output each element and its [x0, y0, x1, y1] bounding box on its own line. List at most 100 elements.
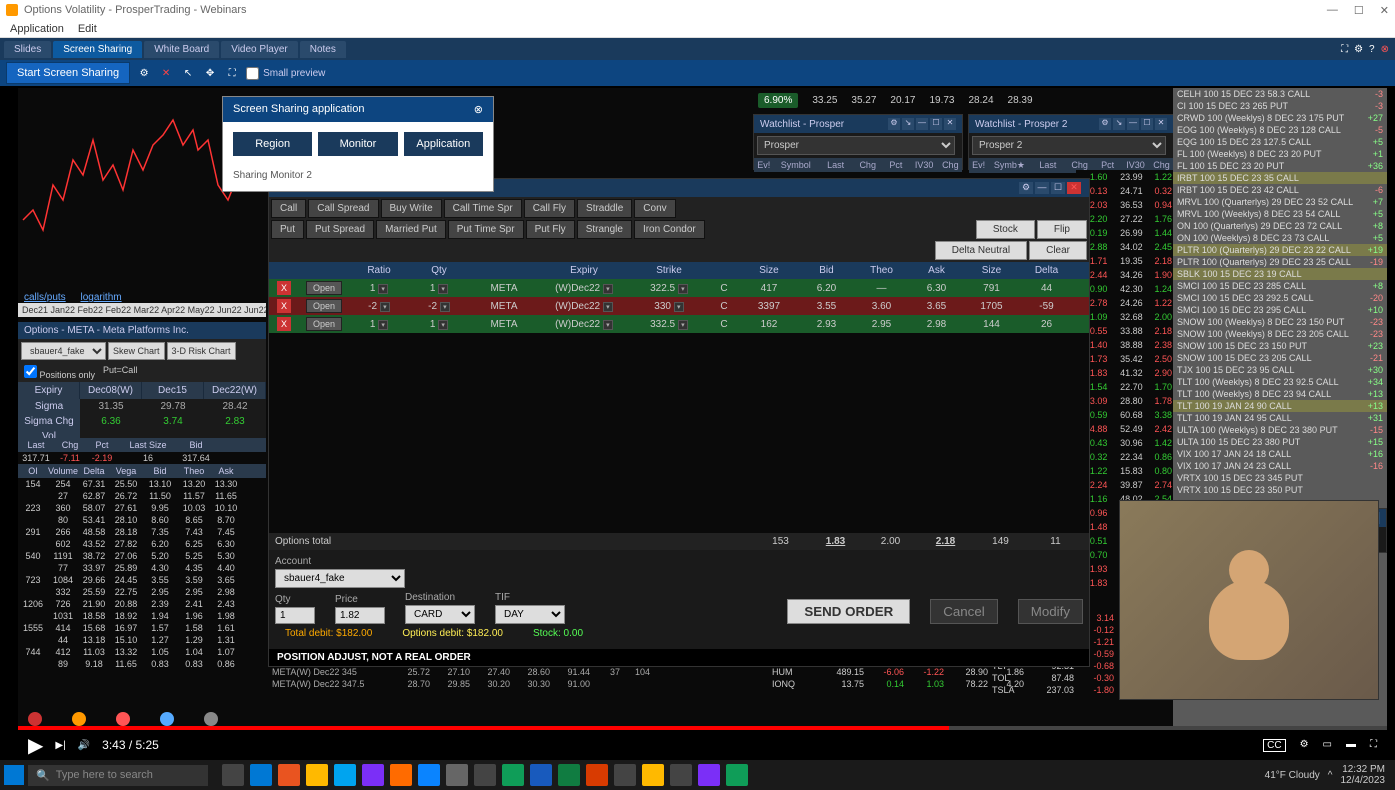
chain-row[interactable]: 77 33.9725.89 4.304.35 4.40: [18, 562, 266, 574]
skew-chart-button[interactable]: Skew Chart: [108, 342, 165, 360]
search-box[interactable]: 🔍 Type here to search: [28, 765, 208, 786]
option-contract-row[interactable]: FL 100 (Weeklys) 8 DEC 23 20 PUT+1: [1173, 148, 1387, 160]
option-contract-row[interactable]: ON 100 (Weeklys) 8 DEC 23 73 CALL+5: [1173, 232, 1387, 244]
positions-only-checkbox[interactable]: Positions only: [24, 365, 95, 380]
option-contract-row[interactable]: EOG 100 (Weeklys) 8 DEC 23 128 CALL-5: [1173, 124, 1387, 136]
chain-row[interactable]: META(W) Dec22 347.5 28.7029.85 30.2030.3…: [266, 678, 766, 690]
data-row[interactable]: 1.54 22.70 1.70: [1076, 380, 1176, 394]
taskbar-app-icon[interactable]: [474, 764, 496, 786]
taskbar-app-icon[interactable]: [530, 764, 552, 786]
stop-icon[interactable]: ✕: [158, 65, 174, 81]
chain-row[interactable]: 7231084 29.6624.45 3.553.59 3.65: [18, 574, 266, 586]
close-red-icon[interactable]: ⊗: [1381, 44, 1389, 55]
taskbar-app-icon[interactable]: [278, 764, 300, 786]
menu-edit[interactable]: Edit: [78, 23, 97, 35]
gear-icon[interactable]: ⚙: [1354, 44, 1363, 55]
chain-row[interactable]: 44 13.1815.10 1.271.29 1.31: [18, 634, 266, 646]
data-row[interactable]: 0.59 60.68 3.38: [1076, 408, 1176, 422]
option-contract-row[interactable]: MRVL 100 (Weeklys) 8 DEC 23 54 CALL+5: [1173, 208, 1387, 220]
option-contract-row[interactable]: SMCI 100 15 DEC 23 292.5 CALL-20: [1173, 292, 1387, 304]
option-contract-row[interactable]: TLT 100 19 JAN 24 90 CALL+13: [1173, 400, 1387, 412]
option-contract-row[interactable]: VIX 100 17 JAN 24 23 CALL-16: [1173, 460, 1387, 472]
taskbar-app-icon[interactable]: [446, 764, 468, 786]
watchlist-select[interactable]: Prosper 2: [972, 136, 1166, 155]
dialog-close-icon[interactable]: ⊗: [474, 103, 483, 116]
settings-icon[interactable]: ⚙: [1300, 739, 1309, 752]
small-preview-checkbox[interactable]: Small preview: [246, 67, 325, 80]
data-row[interactable]: -1.40 38.88 2.38: [1076, 338, 1176, 352]
option-contract-row[interactable]: SNOW 100 15 DEC 23 205 CALL-21: [1173, 352, 1387, 364]
data-row[interactable]: -3.09 28.80 1.78: [1076, 394, 1176, 408]
data-row[interactable]: 2.20 27.22 1.76: [1076, 212, 1176, 226]
strategy-button[interactable]: Call Spread: [308, 199, 378, 218]
option-contract-row[interactable]: VIX 100 17 JAN 24 18 CALL+16: [1173, 448, 1387, 460]
chain-row[interactable]: 1031 18.5818.92 1.941.96 1.98: [18, 610, 266, 622]
miniplayer-icon[interactable]: ▭: [1323, 739, 1332, 752]
strategy-button[interactable]: Put Spread: [306, 220, 374, 239]
option-contract-row[interactable]: EQG 100 15 DEC 23 127.5 CALL+5: [1173, 136, 1387, 148]
fullscreen-icon[interactable]: ⛶: [1370, 739, 1377, 752]
ot-min-icon[interactable]: —: [1035, 182, 1049, 194]
option-contract-row[interactable]: CELH 100 15 DEC 23 58.3 CALL-3: [1173, 88, 1387, 100]
start-button[interactable]: [4, 765, 24, 785]
risk-chart-button[interactable]: 3-D Risk Chart: [167, 342, 236, 360]
play-button[interactable]: ▶: [28, 733, 43, 758]
strategy-button[interactable]: Strangle: [577, 220, 632, 239]
data-row[interactable]: -2.44 34.26 1.90: [1076, 268, 1176, 282]
taskbar-app-icon[interactable]: [698, 764, 720, 786]
option-contract-row[interactable]: ON 100 (Quarterlys) 29 DEC 23 72 CALL+8: [1173, 220, 1387, 232]
hand-icon[interactable]: [72, 712, 86, 726]
option-contract-row[interactable]: ULTA 100 (Weeklys) 8 DEC 23 380 PUT-15: [1173, 424, 1387, 436]
chain-row[interactable]: 154254 67.3125.50 13.1013.20 13.30: [18, 478, 266, 490]
taskbar-app-icon[interactable]: [390, 764, 412, 786]
data-row[interactable]: 1.09 32.68 2.00: [1076, 310, 1176, 324]
option-contract-row[interactable]: SMCI 100 15 DEC 23 285 CALL+8: [1173, 280, 1387, 292]
ot-max-icon[interactable]: ☐: [1051, 182, 1065, 194]
tab-slides[interactable]: Slides: [4, 41, 51, 58]
taskbar-app-icon[interactable]: [306, 764, 328, 786]
data-row[interactable]: 0.19 26.99 1.44: [1076, 226, 1176, 240]
gear-icon[interactable]: ⚙: [136, 65, 152, 81]
strategy-button[interactable]: Iron Condor: [634, 220, 705, 239]
account-select[interactable]: sbauer4_fake: [275, 569, 405, 588]
share-monitor-button[interactable]: Monitor: [318, 132, 397, 156]
chain-row[interactable]: 291266 48.5828.18 7.357.43 7.45: [18, 526, 266, 538]
strategy-button[interactable]: Call Time Spr: [444, 199, 522, 218]
taskbar-app-icon[interactable]: [502, 764, 524, 786]
volume-icon[interactable]: 🔊: [78, 740, 90, 751]
watchlist-select[interactable]: Prosper: [757, 136, 955, 155]
data-row[interactable]: 2.88 34.02 2.45: [1076, 240, 1176, 254]
option-contract-row[interactable]: TLT 100 (Weeklys) 8 DEC 23 92.5 CALL+34: [1173, 376, 1387, 388]
option-contract-row[interactable]: TLT 100 (Weeklys) 8 DEC 23 94 CALL+13: [1173, 388, 1387, 400]
chain-row[interactable]: 744412 11.0313.32 1.051.04 1.07: [18, 646, 266, 658]
tab-screen-sharing[interactable]: Screen Sharing: [53, 41, 142, 58]
weather[interactable]: 41°F Cloudy: [1265, 770, 1320, 781]
option-contract-row[interactable]: VRTX 100 15 DEC 23 350 PUT: [1173, 484, 1387, 496]
expiry-col[interactable]: Dec08(W): [80, 382, 142, 399]
strategy-button[interactable]: Put Fly: [526, 220, 575, 239]
ot-tool-icon[interactable]: ⚙: [1019, 182, 1033, 194]
tab-video[interactable]: Video Player: [221, 41, 298, 58]
expiry-col[interactable]: Dec22(W): [204, 382, 266, 399]
tab-whiteboard[interactable]: White Board: [144, 41, 219, 58]
option-contract-row[interactable]: MRVL 100 (Quarterlys) 29 DEC 23 52 CALL+…: [1173, 196, 1387, 208]
order-leg[interactable]: X Open -2 ▾ -2 ▾ META (W)Dec22 ▾ 330 ▾ C…: [269, 297, 1089, 315]
chain-row[interactable]: 1206726 21.9020.88 2.392.41 2.43: [18, 598, 266, 610]
tab-notes[interactable]: Notes: [300, 41, 346, 58]
chain-row[interactable]: 89 9.1811.65 0.830.83 0.86: [18, 658, 266, 670]
taskbar-app-icon[interactable]: [418, 764, 440, 786]
option-contract-row[interactable]: IRBT 100 15 DEC 23 35 CALL: [1173, 172, 1387, 184]
stock-button[interactable]: Stock: [976, 220, 1035, 239]
option-contract-row[interactable]: IRBT 100 15 DEC 23 42 CALL-6: [1173, 184, 1387, 196]
chain-row[interactable]: 602 43.5227.82 6.206.25 6.30: [18, 538, 266, 550]
delta-neutral-button[interactable]: Delta Neutral: [935, 241, 1027, 260]
data-row[interactable]: 1.60 23.99 1.22: [1076, 170, 1176, 184]
expiry-col[interactable]: Dec15: [142, 382, 204, 399]
account-select[interactable]: sbauer4_fake: [21, 342, 106, 360]
option-contract-row[interactable]: TJX 100 15 DEC 23 95 CALL+30: [1173, 364, 1387, 376]
chain-row[interactable]: 5401191 38.7227.06 5.205.25 5.30: [18, 550, 266, 562]
delete-leg-button[interactable]: X: [277, 299, 291, 313]
taskbar-app-icon[interactable]: [614, 764, 636, 786]
data-row[interactable]: -1.71 19.35 2.18: [1076, 254, 1176, 268]
record-icon[interactable]: [28, 712, 42, 726]
